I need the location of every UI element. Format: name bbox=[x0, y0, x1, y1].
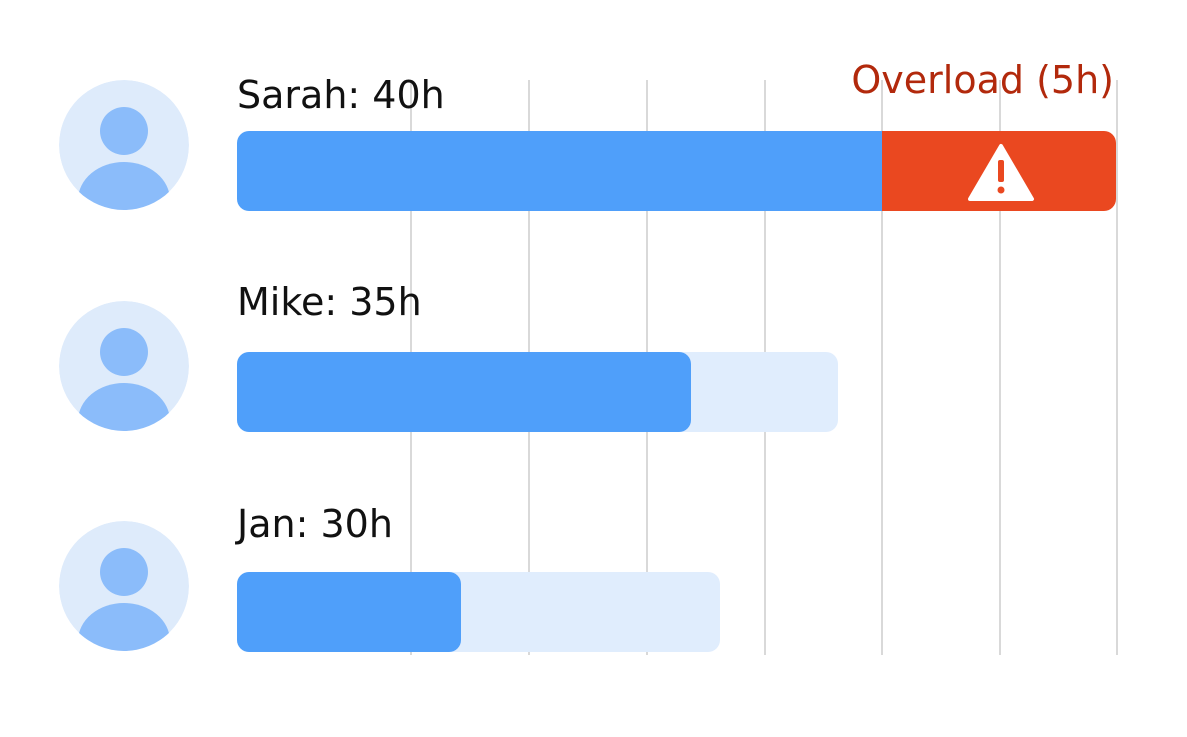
row-label: Sarah: 40h bbox=[237, 73, 445, 117]
avatar bbox=[59, 80, 189, 210]
overload-bar-edge bbox=[882, 131, 902, 211]
bar-fill bbox=[237, 131, 916, 211]
warning-icon bbox=[968, 144, 1034, 201]
avatar bbox=[59, 521, 189, 651]
row-label: Jan: 30h bbox=[235, 502, 393, 546]
overload-label: Overload (5h) bbox=[851, 58, 1114, 102]
bar-fill bbox=[237, 352, 691, 432]
row-label: Mike: 35h bbox=[237, 280, 422, 324]
bar-fill bbox=[237, 572, 461, 652]
avatar bbox=[59, 301, 189, 431]
